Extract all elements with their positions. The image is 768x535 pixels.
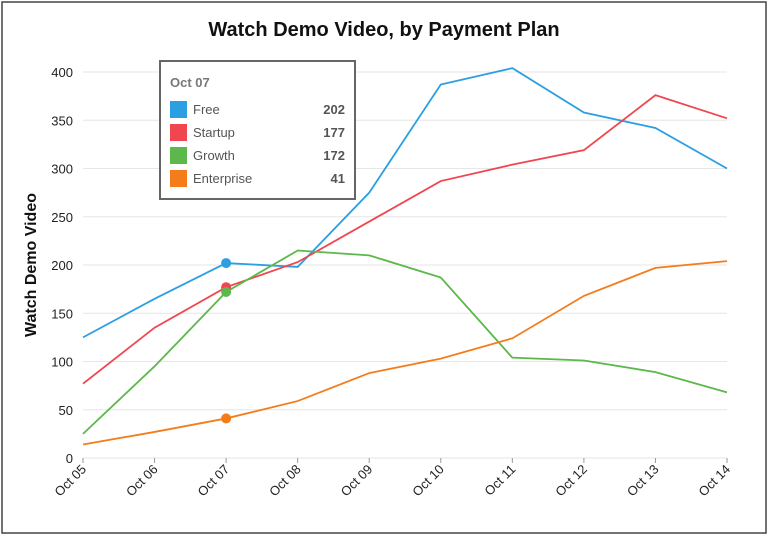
legend-label: Growth	[193, 148, 235, 163]
tooltip-value: 172	[323, 148, 345, 163]
series-line	[82, 67, 728, 339]
chart-title: Watch Demo Video, by Payment Plan	[208, 19, 559, 41]
tooltip-value: 202	[323, 102, 345, 117]
y-tick-label: 100	[51, 355, 73, 370]
y-tick-label: 0	[66, 451, 73, 466]
y-tick-label: 150	[51, 306, 73, 321]
legend-label: Startup	[193, 125, 235, 140]
tooltip-value: 41	[331, 171, 345, 186]
legend-label: Free	[193, 102, 220, 117]
legend-swatch	[170, 101, 187, 118]
y-tick-label: 50	[59, 403, 73, 418]
highlight-dot	[221, 413, 232, 424]
tooltip: Oct 07 Free 202 Startup 177 Growth 172 Enterpr…	[159, 60, 356, 200]
series-line	[82, 260, 728, 446]
legend-swatch	[170, 147, 187, 164]
legend-swatch	[170, 170, 187, 187]
y-tick-label: 200	[51, 258, 73, 273]
tooltip-value: 177	[323, 125, 345, 140]
highlight-dot	[221, 287, 232, 298]
tooltip-title: Oct 07	[170, 75, 210, 90]
legend-label: Enterprise	[193, 171, 252, 186]
y-axis-label: Watch Demo Video	[23, 193, 40, 337]
y-tick-label: 300	[51, 162, 73, 177]
y-tick-label: 250	[51, 210, 73, 225]
y-tick-label: 400	[51, 65, 73, 80]
series-line	[82, 94, 728, 385]
legend-swatch	[170, 124, 187, 141]
tooltip-box	[159, 60, 356, 200]
y-tick-label: 350	[51, 113, 73, 128]
highlight-dot	[221, 258, 232, 269]
series-line	[82, 249, 728, 435]
